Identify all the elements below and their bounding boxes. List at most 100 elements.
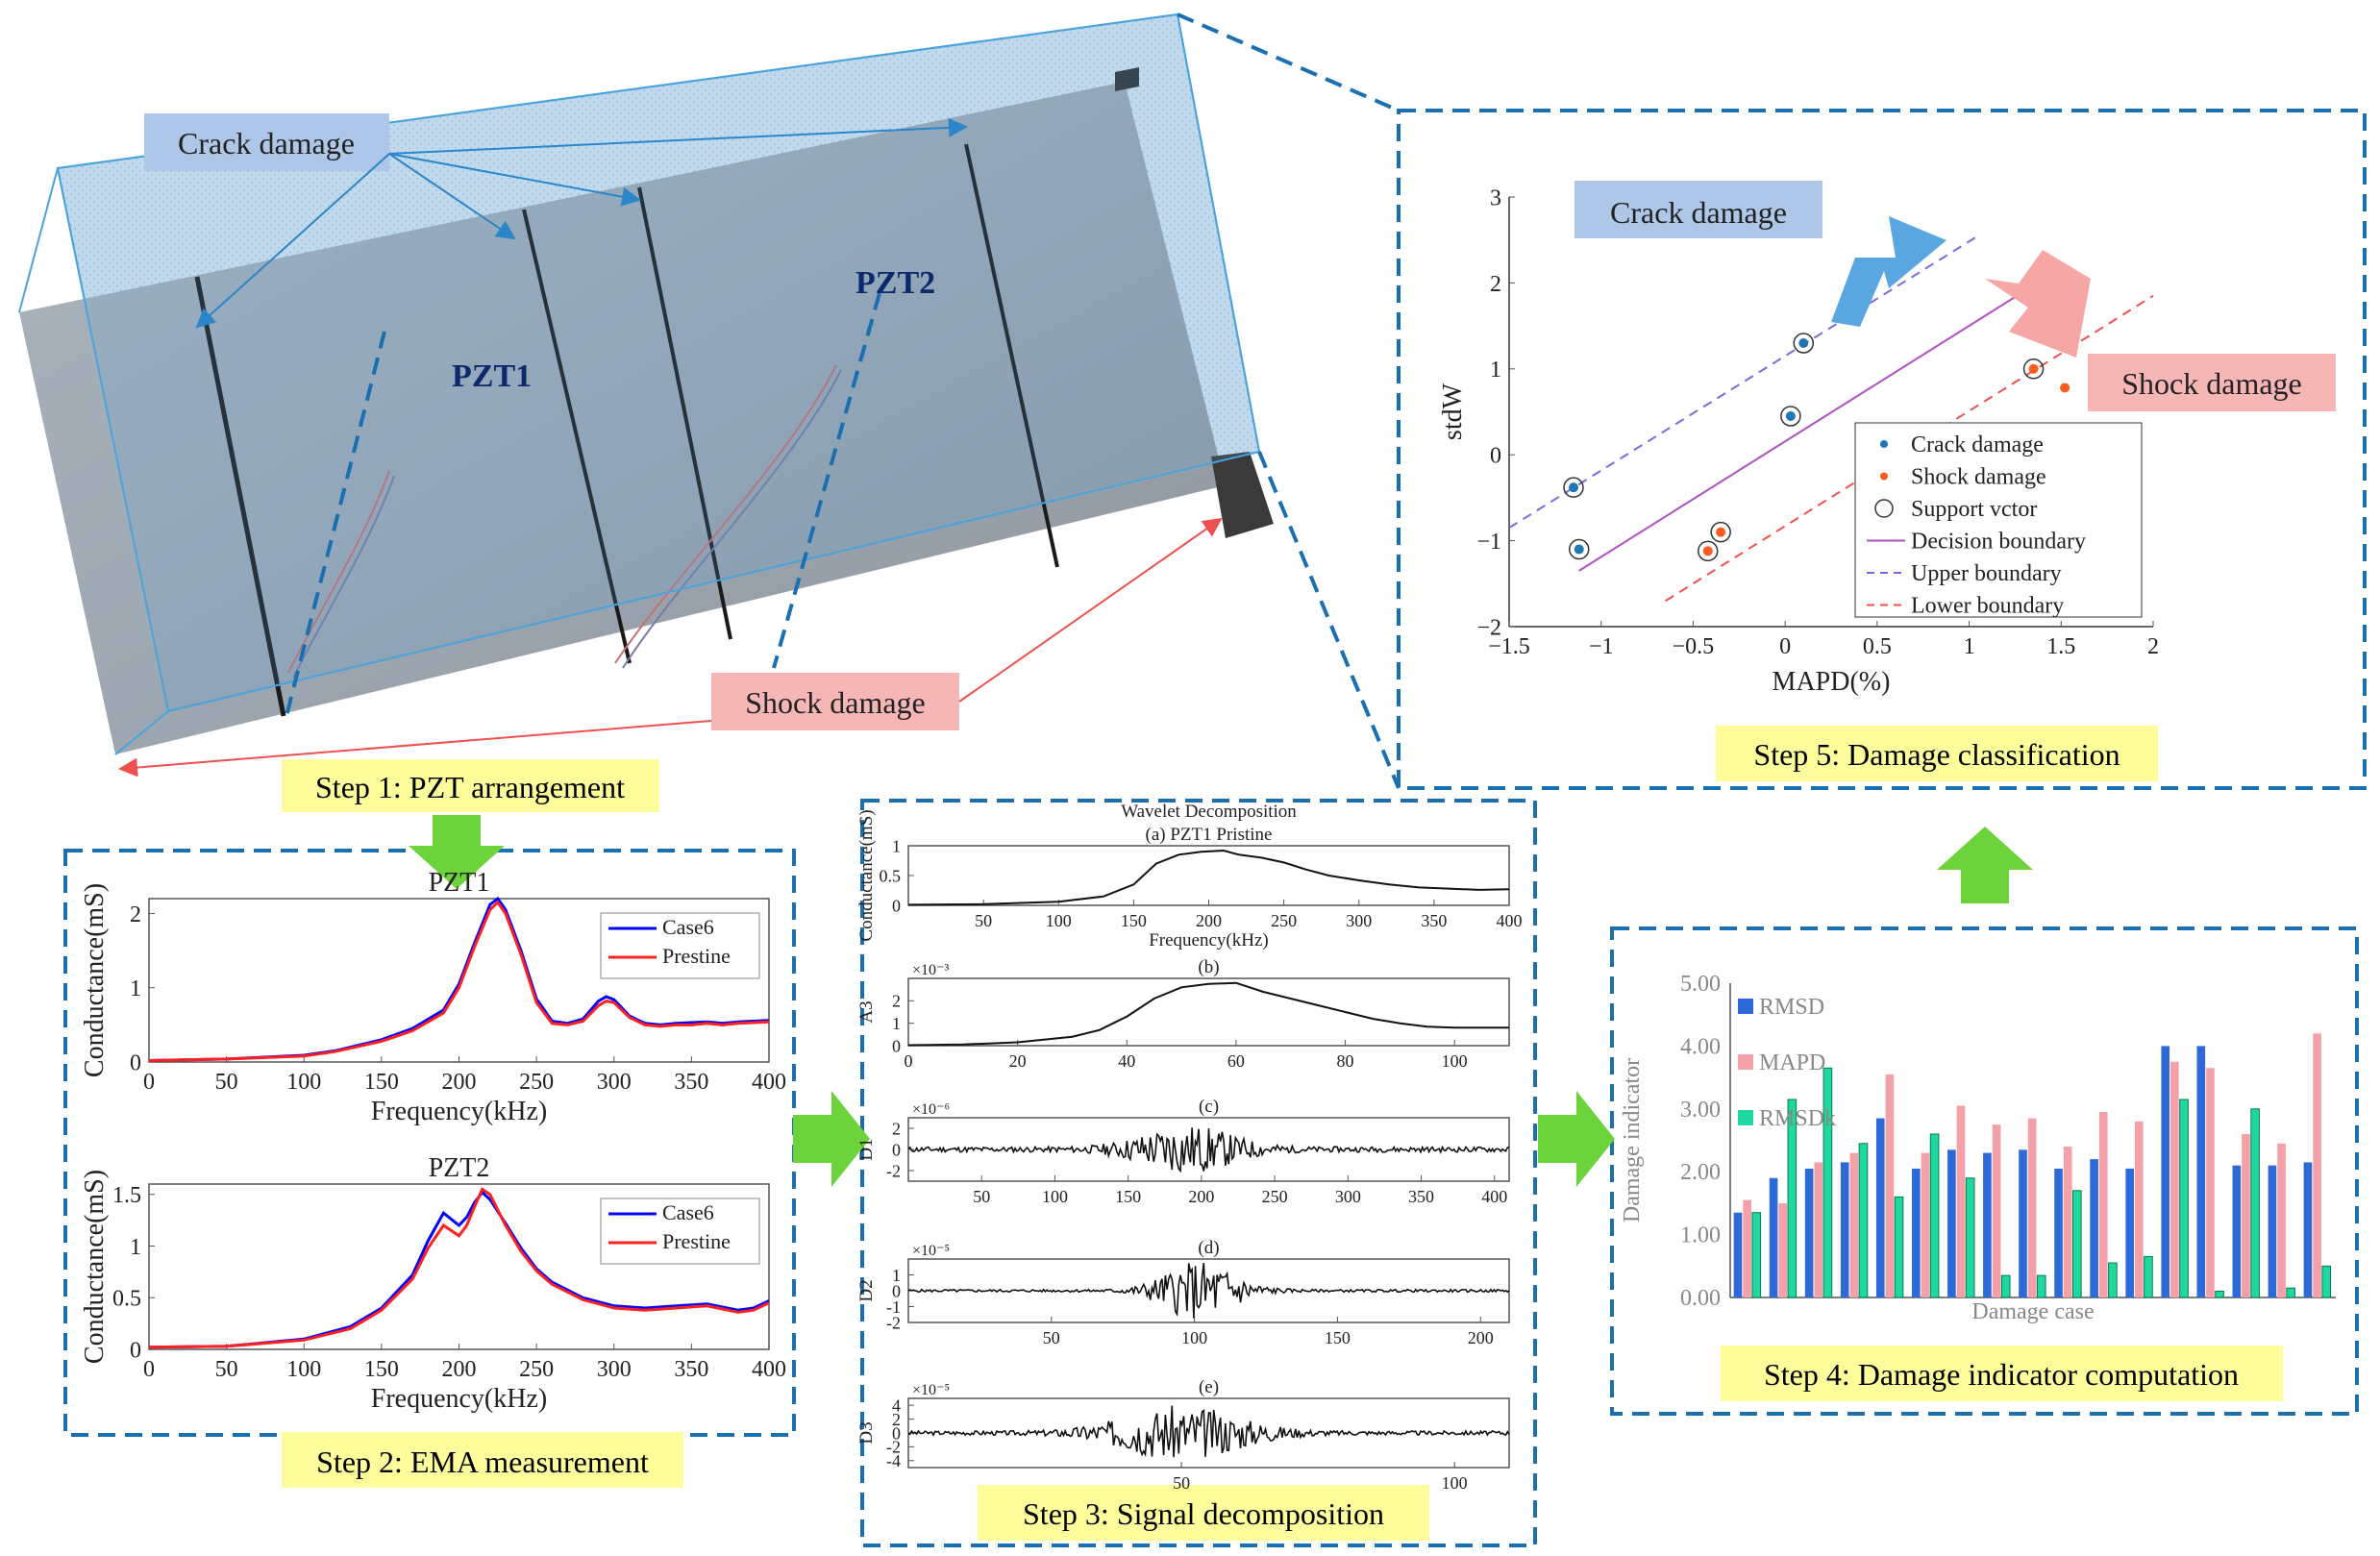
svm-classification-chart: −1.5 −1 −0.5 0 0.5 1 1.5 2 −2 −1 0 1 2 3 MAPD(%) stdW Cr… <box>1438 181 2336 697</box>
y-tick-label: 0.5 <box>112 1287 141 1312</box>
x-tick-label: 300 <box>1335 1187 1361 1206</box>
y-tick-label: 3 <box>1490 185 1501 210</box>
x-tick-label: 200 <box>442 1357 477 1382</box>
bar-rmsd <box>1875 1118 1885 1297</box>
support-vector-marker <box>1697 540 1719 562</box>
bar-mapd <box>2027 1118 2037 1297</box>
x-tick-label: 50 <box>215 1357 238 1382</box>
bar-rmsd <box>1804 1168 1814 1297</box>
signal-line <box>907 1405 1510 1458</box>
bar-mapd <box>2313 1033 2321 1297</box>
decision-boundary-line <box>1578 264 2066 572</box>
y-axis-label: D3 <box>856 1421 877 1444</box>
legend-swatch <box>1880 440 1888 448</box>
x-tick-label: 50 <box>1173 1473 1190 1493</box>
series-line-case6 <box>148 896 770 1062</box>
y-tick-label: 2 <box>892 992 901 1011</box>
bar-rmsdk <box>2179 1099 2189 1298</box>
chart-subtitle: (d) <box>1198 1238 1219 1258</box>
legend-label: Lower boundary <box>1911 594 2064 619</box>
support-vector-marker <box>1563 477 1584 498</box>
crack-region-arrow-icon <box>1831 216 1946 327</box>
x-tick-label: 50 <box>1043 1328 1060 1347</box>
y-tick-label: -2 <box>886 1161 901 1180</box>
bar-mapd <box>1849 1152 1859 1297</box>
bar-mapd <box>1778 1202 1788 1297</box>
x-tick-label: 100 <box>286 1070 321 1095</box>
x-tick-label: 50 <box>215 1070 238 1095</box>
step5-label: Step 5: Damage classification <box>1753 737 2120 772</box>
x-tick-label: 150 <box>1121 911 1147 930</box>
bar-rmsdk <box>2036 1274 2046 1298</box>
y-tick-label: 0 <box>892 1140 901 1159</box>
support-vector-marker <box>1568 538 1590 560</box>
bar-rmsd <box>2019 1149 2027 1297</box>
signal-line <box>907 1263 1510 1319</box>
concrete-slab-photo <box>18 12 1274 755</box>
y-tick-label: 4.00 <box>1680 1034 1721 1059</box>
pzt2-label: PZT2 <box>855 265 935 301</box>
x-tick-label: 300 <box>1346 911 1372 930</box>
bar-rmsdk <box>2286 1287 2295 1298</box>
bar-rmsd <box>2161 1046 2170 1297</box>
bar-rmsd <box>1947 1149 1956 1297</box>
legend-label: Crack damage <box>1911 432 2044 457</box>
y-tick-label: 1 <box>1490 358 1501 383</box>
x-tick-label: 350 <box>674 1070 708 1095</box>
shock-point <box>2028 363 2039 374</box>
y-axis-label: A3 <box>856 1000 877 1023</box>
axis-exponent: ×10⁻⁵ <box>912 1382 950 1398</box>
signal-line <box>907 849 1510 906</box>
x-tick-label: 0 <box>905 1051 913 1071</box>
chart-subtitle: (a) PZT1 Pristine <box>1146 825 1273 845</box>
x-tick-label: 80 <box>1337 1051 1354 1071</box>
shock-point <box>2060 383 2070 393</box>
legend-swatch <box>1738 1110 1753 1125</box>
y-tick-label: 1 <box>892 1266 901 1285</box>
chart-title: Wavelet Decomposition <box>1121 802 1297 822</box>
bar-mapd <box>2277 1143 2286 1297</box>
zoom-connectors <box>1177 12 1401 789</box>
x-tick-label: −1.5 <box>1488 634 1530 659</box>
chart-title: PZT2 <box>429 1153 490 1183</box>
bar-mapd <box>2206 1068 2215 1297</box>
x-tick-label: 400 <box>1481 1187 1507 1206</box>
y-tick-label: 2 <box>1490 272 1501 297</box>
x-tick-label: 100 <box>1046 911 1072 930</box>
x-tick-label: 350 <box>674 1357 708 1382</box>
x-tick-label: 400 <box>752 1070 786 1095</box>
legend-label: RMSD <box>1759 995 1824 1020</box>
x-tick-label: 150 <box>364 1070 399 1095</box>
shock-region-arrow-icon <box>1985 250 2091 358</box>
legend-label: MAPD <box>1759 1050 1825 1075</box>
x-tick-label: 100 <box>1442 1473 1468 1493</box>
x-tick-label: 100 <box>1042 1187 1068 1206</box>
bar-rmsdk <box>1894 1196 1904 1298</box>
y-tick-label: -4 <box>886 1451 901 1470</box>
y-tick-label: 1.00 <box>1680 1223 1721 1248</box>
x-tick-label: 1 <box>1964 634 1975 659</box>
step1-label: Step 1: PZT arrangement <box>315 770 625 804</box>
crack-point <box>1569 482 1578 493</box>
x-tick-label: 0.5 <box>1863 634 1892 659</box>
pzt1-conductance-chart: 0 50 100 150 200 250 300 350 400 0 1 2 PZT1 Frequency… <box>80 868 786 1126</box>
damage-indicator-bar-chart: 0.00 1.00 2.00 3.00 4.00 5.00 Damage indicator… <box>1620 972 2336 1324</box>
x-tick-label: −1 <box>1589 634 1614 659</box>
step4-label: Step 4: Damage indicator computation <box>1764 1357 2239 1392</box>
bar-rmsdk <box>1751 1212 1762 1298</box>
y-tick-label: 0.00 <box>1680 1286 1721 1311</box>
plot-frame <box>907 845 1510 906</box>
x-tick-label: 0 <box>1779 634 1791 659</box>
y-tick-label: -2 <box>886 1313 901 1332</box>
bar-rmsdk <box>1787 1099 1797 1298</box>
y-axis-label: Conductance(mS) <box>80 883 110 1077</box>
x-tick-label: 60 <box>1227 1051 1245 1071</box>
y-tick-label: 1.5 <box>112 1183 141 1208</box>
bar-rmsdk <box>2215 1290 2224 1298</box>
signal-line <box>907 1127 1510 1173</box>
y-tick-label: −2 <box>1476 615 1501 640</box>
series-line-case6 <box>148 1190 770 1349</box>
y-tick-label: 0 <box>892 896 901 915</box>
